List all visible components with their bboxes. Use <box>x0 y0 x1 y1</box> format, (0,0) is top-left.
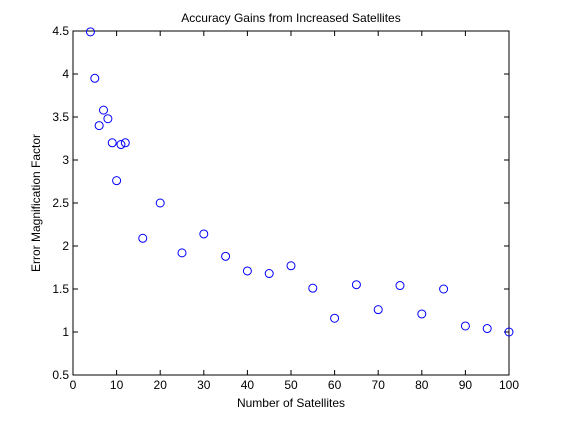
data-point <box>286 261 296 271</box>
data-point <box>199 229 209 239</box>
data-point <box>85 27 95 37</box>
y-axis-label: Error Magnification Factor <box>29 134 43 272</box>
chart-title: Accuracy Gains from Increased Satellites <box>181 11 400 25</box>
data-point <box>107 138 117 148</box>
data-point <box>112 176 122 186</box>
y-tick-label: 3 <box>62 153 69 167</box>
x-tick-label: 50 <box>284 378 298 392</box>
data-point <box>330 313 340 323</box>
x-tick-label: 60 <box>328 378 342 392</box>
data-point <box>99 105 109 115</box>
data-point <box>94 121 104 131</box>
x-axis-ticks: 0 10 20 30 40 50 60 70 80 90 100 <box>70 31 519 392</box>
data-point <box>504 327 514 337</box>
y-tick-label: 2.5 <box>52 196 69 210</box>
x-tick-label: 80 <box>415 378 429 392</box>
y-tick-label: 4.5 <box>52 24 69 38</box>
y-tick-label: 0.5 <box>52 368 69 382</box>
data-point <box>439 284 449 294</box>
x-axis-label: Number of Satellites <box>237 396 345 410</box>
data-point <box>103 114 113 124</box>
data-point <box>417 309 427 319</box>
x-tick-label: 40 <box>241 378 255 392</box>
y-tick-label: 3.5 <box>52 110 69 124</box>
y-tick-label: 2 <box>62 239 69 253</box>
data-point <box>90 73 100 83</box>
data-points <box>85 27 514 337</box>
data-point <box>221 251 231 261</box>
x-tick-label: 10 <box>110 378 124 392</box>
data-point <box>395 281 405 291</box>
data-point <box>482 324 492 334</box>
x-tick-label: 0 <box>70 378 77 392</box>
data-point <box>373 305 383 315</box>
plot-area <box>72 30 510 376</box>
y-tick-label: 4 <box>62 67 69 81</box>
data-point <box>138 233 148 243</box>
x-tick-label: 20 <box>154 378 168 392</box>
data-point <box>177 248 187 258</box>
data-point <box>155 198 165 208</box>
y-tick-label: 1 <box>62 325 69 339</box>
data-point <box>460 321 470 331</box>
x-tick-label: 100 <box>499 378 519 392</box>
y-tick-label: 1.5 <box>52 282 69 296</box>
data-point <box>264 269 274 279</box>
data-point <box>351 280 361 290</box>
data-point <box>308 283 318 293</box>
data-point <box>242 266 252 276</box>
x-tick-label: 30 <box>197 378 211 392</box>
x-tick-label: 70 <box>372 378 386 392</box>
y-axis-ticks: 0.5 1 1.5 2 2.5 3 3.5 4 4.5 <box>52 24 509 382</box>
x-tick-label: 90 <box>459 378 473 392</box>
data-point <box>116 140 126 150</box>
data-point <box>120 138 130 148</box>
